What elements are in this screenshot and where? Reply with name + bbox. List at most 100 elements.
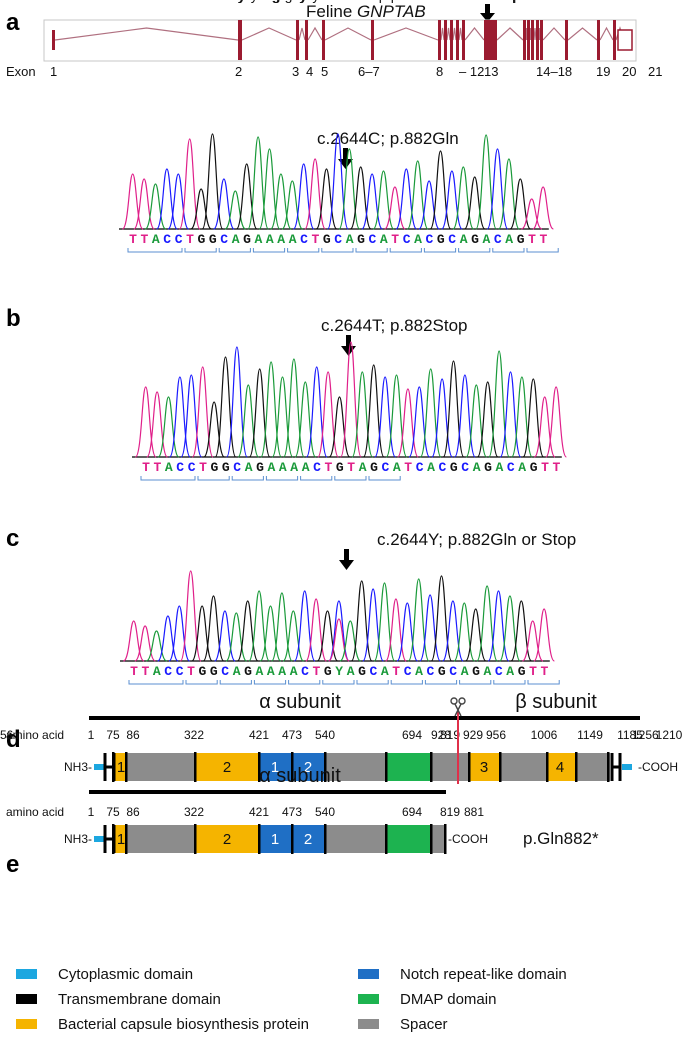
capsule-domain-4 xyxy=(547,753,575,781)
legend-label: Cytoplasmic domain xyxy=(58,966,193,983)
base-call: G xyxy=(198,232,206,247)
base-call: C xyxy=(313,460,321,475)
exon-number-label: 20 xyxy=(622,64,636,79)
base-call: A xyxy=(414,232,422,247)
trace-peak xyxy=(488,350,510,458)
base-call: A xyxy=(267,664,275,679)
scissors-ring-right xyxy=(458,697,466,705)
domain-number: 3 xyxy=(480,759,488,776)
base-call: G xyxy=(450,460,458,475)
alpha-subunit-label: α subunit xyxy=(259,691,341,713)
exon-number-label: 5 xyxy=(321,64,328,79)
amino-acid-label: Leu xyxy=(326,0,349,3)
base-call: T xyxy=(142,664,150,679)
base-call: T xyxy=(392,664,400,679)
base-call: A xyxy=(277,232,285,247)
base-call: G xyxy=(210,664,218,679)
exon-number-label: 1 xyxy=(50,64,57,79)
amino-acid-label: His xyxy=(395,0,415,3)
base-call: G xyxy=(244,664,252,679)
trace-peak xyxy=(521,198,543,230)
trace-peak xyxy=(179,570,202,662)
trace-peak xyxy=(248,368,271,458)
trace-peak xyxy=(397,388,419,458)
amino-acid-label: Pro xyxy=(190,0,212,3)
amino-acid-alt-label: Stop xyxy=(358,0,387,3)
variant-label: p.Gln882* xyxy=(523,829,599,848)
amino-acid-label: Ala xyxy=(465,0,485,3)
trace-peak xyxy=(167,173,190,230)
exon-last-box xyxy=(617,29,633,51)
mutation-label: c.2644C; p.882Gln xyxy=(317,129,459,148)
amino-acid-label: His xyxy=(430,0,450,3)
trace-peak xyxy=(281,180,304,230)
mutation-label: c.2644T; p.882Stop xyxy=(321,316,468,335)
trace-peak xyxy=(442,600,464,662)
base-call: A xyxy=(359,460,367,475)
notch-domain-2 xyxy=(292,753,325,781)
codon-bracket xyxy=(197,476,230,481)
base-call: Y xyxy=(335,664,343,679)
domain-boundary xyxy=(291,752,294,782)
trace-peak xyxy=(201,133,224,230)
exon-number-label: 6–7 xyxy=(358,64,380,79)
c-transmembrane-domain xyxy=(610,753,622,781)
amino-acid-label: Gln xyxy=(361,0,383,3)
base-call: G xyxy=(256,460,264,475)
base-call: T xyxy=(541,664,549,679)
base-call: A xyxy=(518,460,526,475)
cytoplasmic-domain xyxy=(94,764,104,770)
base-call: T xyxy=(141,232,149,247)
exon-block xyxy=(52,30,55,50)
scissors-blades xyxy=(454,703,462,717)
trace-peak xyxy=(533,608,555,662)
exon-label: Exon xyxy=(6,64,36,79)
panel-letter-a: a xyxy=(6,9,20,36)
trace-peak xyxy=(362,588,384,662)
trace-peak xyxy=(157,615,179,662)
domain-boundary xyxy=(291,824,294,854)
base-call: T xyxy=(553,460,561,475)
base-call: C xyxy=(382,460,390,475)
trace-peak xyxy=(328,396,351,458)
codon-bracket xyxy=(300,476,333,481)
base-call: G xyxy=(530,460,538,475)
codon-bracket xyxy=(253,680,287,685)
exon-block xyxy=(371,20,374,60)
base-call: A xyxy=(153,664,161,679)
panel-letter-d: d xyxy=(6,726,21,753)
position-number: 322 xyxy=(184,728,204,742)
trace-peak xyxy=(396,602,419,662)
amino-acid-label: Gly xyxy=(225,0,246,3)
amino-acid-label: Pro xyxy=(189,0,211,3)
c-terminus-label: -COOH xyxy=(448,832,488,846)
exon-block xyxy=(305,20,308,60)
exon-block xyxy=(565,20,568,60)
exon-block xyxy=(456,20,459,60)
codon-bracket xyxy=(368,476,401,481)
position-number: 540 xyxy=(315,805,335,819)
trace-peak xyxy=(214,610,236,662)
codon-bracket xyxy=(321,248,354,253)
protein-truncated-diagram: α subunit amino acid 1 75 86 322 421 473 540 694 8… xyxy=(6,765,599,854)
base-call: C xyxy=(448,232,456,247)
codon-bracket xyxy=(526,248,559,253)
domain-boundary xyxy=(258,752,261,782)
base-call: A xyxy=(473,460,481,475)
trace-peak xyxy=(157,396,180,458)
base-call: G xyxy=(358,664,366,679)
base-call: G xyxy=(357,232,365,247)
codon-bracket xyxy=(322,680,355,685)
amino-acid-label: Lys xyxy=(305,0,326,3)
base-call: A xyxy=(427,460,435,475)
codon-bracket xyxy=(288,680,321,685)
exon-number-label: 14–18 xyxy=(536,64,572,79)
trace-peak xyxy=(374,376,396,458)
position-number: 694 xyxy=(402,805,422,819)
capsule-domain-3 xyxy=(469,753,500,781)
domain-number: 1 xyxy=(117,759,125,776)
legend-label: DMAP domain xyxy=(400,991,496,1008)
trace-peak xyxy=(271,592,293,662)
